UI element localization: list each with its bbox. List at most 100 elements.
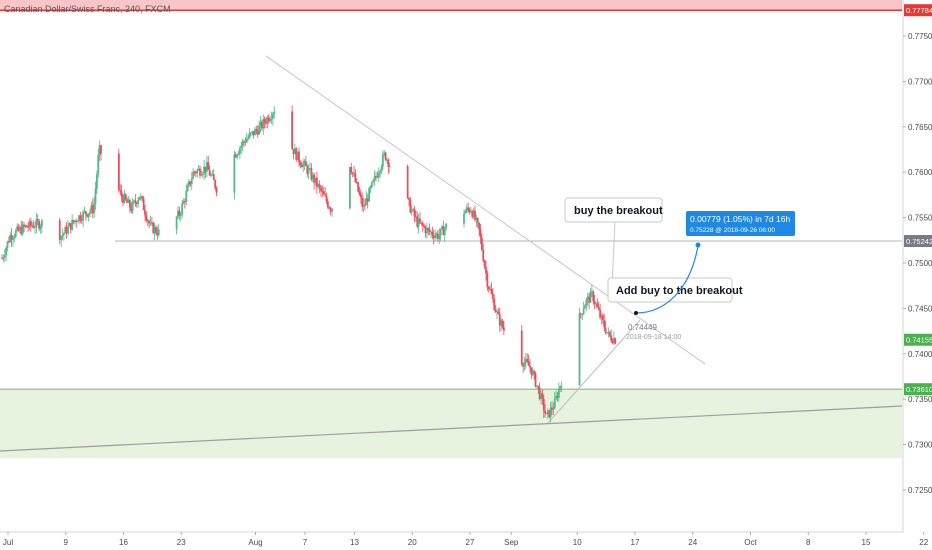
candle[interactable] — [21, 221, 24, 236]
candle[interactable] — [190, 171, 193, 191]
candle[interactable] — [243, 139, 245, 148]
candle[interactable] — [548, 410, 551, 419]
candle[interactable] — [126, 197, 129, 203]
candle[interactable] — [245, 132, 248, 144]
candle[interactable] — [604, 320, 607, 335]
candle[interactable] — [408, 197, 410, 206]
candle[interactable] — [603, 314, 606, 332]
candle[interactable] — [612, 331, 615, 346]
candle[interactable] — [197, 165, 200, 171]
candle[interactable] — [38, 218, 41, 232]
candle[interactable] — [185, 184, 188, 206]
candle[interactable] — [156, 226, 159, 240]
candle[interactable] — [373, 170, 376, 186]
candle[interactable] — [608, 331, 611, 338]
candle[interactable] — [546, 408, 549, 419]
candle[interactable] — [65, 221, 68, 239]
candle[interactable] — [311, 172, 314, 183]
candle[interactable] — [535, 385, 538, 389]
candle[interactable] — [527, 354, 530, 366]
candle[interactable] — [479, 224, 482, 245]
candle[interactable] — [152, 221, 155, 235]
candle[interactable] — [258, 120, 261, 136]
candle[interactable] — [530, 367, 533, 380]
candle[interactable] — [25, 224, 28, 228]
candle[interactable] — [292, 148, 295, 160]
descending-trendline[interactable] — [265, 55, 706, 365]
candle[interactable] — [134, 194, 137, 207]
candle[interactable] — [531, 366, 534, 377]
candle[interactable] — [325, 192, 328, 205]
candle[interactable] — [483, 259, 486, 270]
candle[interactable] — [502, 320, 505, 336]
candle[interactable] — [388, 163, 391, 172]
candle[interactable] — [412, 207, 415, 212]
candle[interactable] — [540, 390, 542, 405]
candle[interactable] — [500, 317, 503, 332]
candle[interactable] — [606, 332, 608, 335]
candle[interactable] — [410, 205, 413, 216]
candle[interactable] — [212, 169, 215, 181]
candle[interactable] — [372, 178, 375, 183]
candle[interactable] — [529, 359, 531, 373]
candle[interactable] — [133, 199, 135, 205]
candle[interactable] — [84, 210, 87, 221]
candle[interactable] — [271, 111, 274, 126]
candle[interactable] — [75, 218, 78, 228]
candle[interactable] — [595, 301, 597, 310]
candle[interactable] — [611, 338, 614, 345]
candle[interactable] — [555, 390, 558, 401]
candle[interactable] — [207, 155, 210, 170]
candle[interactable] — [522, 362, 525, 373]
candle[interactable] — [62, 232, 65, 241]
candle[interactable] — [199, 165, 201, 179]
candle[interactable] — [586, 292, 589, 307]
candle[interactable] — [614, 337, 617, 345]
candle[interactable] — [600, 313, 603, 325]
candle[interactable] — [1, 254, 3, 260]
candle[interactable] — [9, 231, 12, 244]
candle[interactable] — [590, 284, 593, 298]
candle[interactable] — [441, 225, 443, 230]
candle[interactable] — [23, 221, 25, 233]
candle[interactable] — [254, 126, 256, 136]
candle[interactable] — [524, 352, 527, 370]
candle[interactable] — [252, 131, 255, 139]
candle[interactable] — [119, 184, 122, 195]
candle[interactable] — [559, 385, 562, 392]
candle[interactable] — [13, 233, 16, 243]
candle[interactable] — [313, 172, 316, 190]
candle[interactable] — [138, 196, 141, 201]
candle[interactable] — [304, 156, 307, 167]
candle[interactable] — [476, 217, 479, 228]
candle[interactable] — [177, 206, 179, 220]
candle[interactable] — [144, 204, 146, 222]
candle[interactable] — [490, 282, 493, 295]
candle[interactable] — [544, 403, 547, 418]
candle[interactable] — [359, 189, 362, 204]
candle[interactable] — [381, 150, 384, 171]
candle[interactable] — [610, 329, 613, 343]
candle[interactable] — [307, 164, 310, 180]
long-term-support-trendline[interactable] — [0, 405, 903, 452]
candle[interactable] — [127, 196, 130, 204]
candle[interactable] — [273, 106, 276, 119]
candle[interactable] — [475, 214, 478, 227]
candle[interactable] — [416, 211, 419, 229]
candle[interactable] — [431, 226, 434, 240]
candle[interactable] — [148, 219, 151, 228]
candle[interactable] — [593, 294, 596, 309]
candle[interactable] — [471, 209, 474, 220]
candle[interactable] — [597, 301, 600, 311]
candle[interactable] — [487, 285, 490, 293]
candle[interactable] — [27, 222, 30, 232]
candle[interactable] — [89, 208, 91, 218]
candle[interactable] — [351, 172, 354, 178]
candle[interactable] — [423, 223, 426, 229]
candle[interactable] — [201, 171, 204, 179]
candle[interactable] — [370, 181, 373, 189]
candle[interactable] — [419, 211, 421, 224]
candle[interactable] — [122, 194, 124, 207]
candle[interactable] — [149, 215, 152, 227]
candle[interactable] — [553, 391, 556, 410]
